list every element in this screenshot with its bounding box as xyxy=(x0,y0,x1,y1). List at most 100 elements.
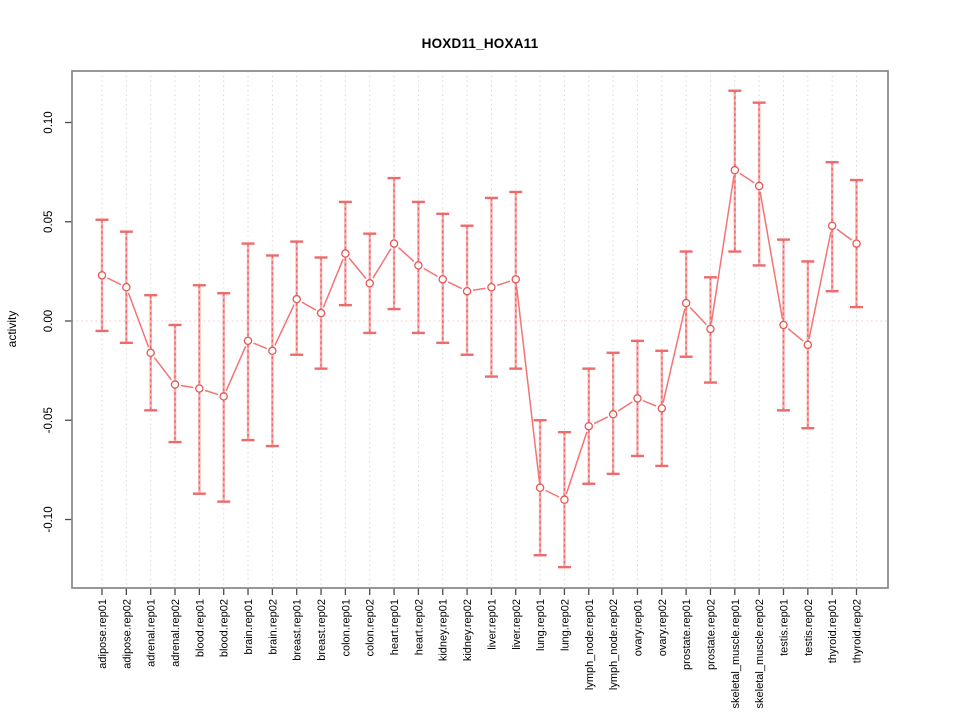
data-point xyxy=(584,421,594,431)
data-point xyxy=(438,275,447,284)
x-tick-label: prostate.rep01 xyxy=(681,599,693,670)
x-tick-label: lung.rep01 xyxy=(535,599,547,651)
series-line-segment xyxy=(545,489,560,498)
series-line-segment xyxy=(180,384,194,389)
data-point xyxy=(827,221,837,230)
x-tick-label: lung.rep02 xyxy=(559,599,571,651)
x-tick-label: colon.rep02 xyxy=(365,599,377,657)
series-line-segment xyxy=(127,292,150,348)
data-point xyxy=(195,384,204,393)
x-tick-label: blood.rep01 xyxy=(194,599,206,657)
x-tick-label: skeletal_muscle.rep02 xyxy=(754,599,766,708)
x-tick-label: adrenal.rep01 xyxy=(146,599,158,667)
data-point xyxy=(389,239,399,248)
data-point xyxy=(122,283,131,292)
series-line-segment xyxy=(301,301,317,311)
data-point xyxy=(365,279,374,288)
x-tick-label: prostate.rep02 xyxy=(705,599,717,670)
data-point xyxy=(706,324,715,334)
series-line-segment xyxy=(593,416,609,425)
x-tick-label: testis.rep02 xyxy=(803,599,815,656)
data-point xyxy=(511,275,521,284)
x-tick-label: heart.rep01 xyxy=(389,599,401,655)
series-line-segment xyxy=(617,401,633,412)
x-tick-label: testis.rep01 xyxy=(778,599,790,656)
series-line-segment xyxy=(836,228,853,241)
y-tick-label: -0.05 xyxy=(43,407,55,433)
data-point xyxy=(462,286,472,296)
series-line-segment xyxy=(662,308,686,403)
y-tick-label: 0.10 xyxy=(43,111,55,133)
series-line-segment xyxy=(447,281,463,290)
plot-border xyxy=(71,70,889,589)
data-point xyxy=(341,249,350,258)
series-line-segment xyxy=(472,287,486,291)
data-point xyxy=(608,410,618,419)
data-point xyxy=(487,283,496,292)
series-line-segment xyxy=(322,258,344,308)
y-tick-label: 0.00 xyxy=(43,310,55,332)
x-tick-label: brain.rep01 xyxy=(243,599,255,655)
series-line-segment xyxy=(739,172,755,184)
x-tick-label: kidney.rep02 xyxy=(462,599,474,661)
series-line-segment xyxy=(372,248,392,279)
data-point xyxy=(779,320,788,330)
series-line-segment xyxy=(274,304,295,346)
x-tick-label: ovary.rep01 xyxy=(632,599,644,656)
data-point xyxy=(657,404,667,413)
series-line-segment xyxy=(107,277,122,286)
series-line-segment xyxy=(153,357,172,381)
x-tick-label: kidney.rep01 xyxy=(438,599,450,661)
series-line-segment xyxy=(253,342,268,350)
x-tick-label: liver.rep02 xyxy=(511,599,523,650)
series-line-segment xyxy=(225,346,247,392)
data-point xyxy=(852,239,861,248)
data-point xyxy=(316,308,326,318)
series-line-segment xyxy=(398,247,415,262)
data-point xyxy=(146,348,155,358)
x-tick-label: adipose.rep01 xyxy=(97,599,109,669)
y-tick-label: -0.10 xyxy=(43,506,55,532)
x-tick-label: lymph_node.rep02 xyxy=(608,599,620,690)
x-tick-label: breast.rep01 xyxy=(292,599,304,661)
x-tick-label: adipose.rep02 xyxy=(121,599,133,669)
series-line-segment xyxy=(642,399,657,407)
x-tick-label: liver.rep01 xyxy=(486,599,498,650)
data-point xyxy=(560,495,569,504)
series-line-segment xyxy=(515,285,541,482)
y-tick-label: 0.05 xyxy=(43,211,55,233)
series-line-segment xyxy=(348,257,367,280)
x-tick-label: thyroid.rep02 xyxy=(852,599,864,663)
data-point xyxy=(633,394,642,403)
x-tick-label: breast.rep02 xyxy=(316,599,328,661)
series-line-segment xyxy=(759,191,784,320)
x-tick-label: heart.rep02 xyxy=(413,599,425,655)
chart-title: HOXD11_HOXA11 xyxy=(421,36,539,51)
data-point xyxy=(219,392,228,401)
data-point xyxy=(292,294,301,304)
series-line-segment xyxy=(689,306,707,326)
data-point xyxy=(754,181,764,191)
series-line-segment xyxy=(808,231,832,340)
data-point xyxy=(170,380,180,389)
data-point xyxy=(97,271,107,280)
data-point xyxy=(414,261,423,270)
series-line-segment xyxy=(496,280,511,287)
series-line-segment xyxy=(787,328,804,342)
x-tick-label: blood.rep02 xyxy=(219,599,231,657)
series-line-segment xyxy=(204,389,219,396)
x-tick-label: adrenal.rep02 xyxy=(170,599,182,667)
x-tick-label: skeletal_muscle.rep01 xyxy=(730,599,742,708)
x-tick-label: ovary.rep02 xyxy=(657,599,669,656)
x-tick-label: brain.rep02 xyxy=(267,599,279,655)
x-tick-label: lymph_node.rep01 xyxy=(584,599,596,690)
x-tick-label: colon.rep01 xyxy=(340,599,352,657)
data-point xyxy=(243,336,253,346)
series-line-segment xyxy=(710,175,735,324)
data-point xyxy=(681,298,691,308)
data-point xyxy=(803,340,813,350)
data-point xyxy=(535,483,545,492)
data-point xyxy=(730,165,740,175)
